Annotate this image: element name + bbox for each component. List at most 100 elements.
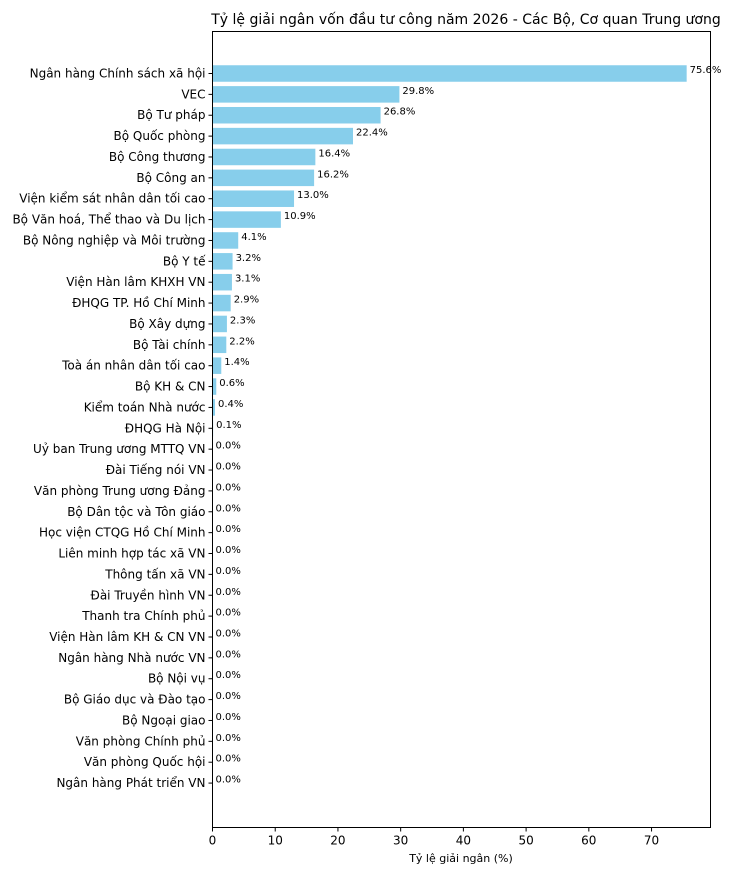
category-label: Ngân hàng Chính sách xã hội bbox=[30, 67, 206, 81]
value-label: 0.0% bbox=[216, 754, 241, 765]
bar bbox=[212, 148, 316, 166]
value-label: 29.8% bbox=[402, 86, 434, 97]
category-label: Bộ Tài chính bbox=[133, 338, 206, 352]
category-label: Liên minh hợp tác xã VN bbox=[58, 547, 205, 561]
value-label: 16.4% bbox=[318, 148, 350, 159]
category-label: Bộ Nông nghiệp và Môi trường bbox=[23, 233, 206, 247]
bar bbox=[212, 190, 295, 207]
value-label: 13.0% bbox=[297, 190, 329, 201]
bar bbox=[212, 127, 353, 145]
value-label: 0.0% bbox=[216, 587, 241, 598]
plot-frame bbox=[212, 31, 711, 828]
category-label: Văn phòng Quốc hội bbox=[84, 755, 206, 769]
x-axis-label: Tỷ lệ giải ngân (%) bbox=[408, 852, 513, 865]
category-label: Toà án nhân dân tối cao bbox=[61, 359, 205, 373]
category-labels-group: Ngân hàng Chính sách xã hội VEC Bộ Tư pháp… bbox=[12, 67, 206, 791]
value-labels-group: 75.6% 29.8% 26.8% 22.4% 16.4% 16.2% 13.0% 10.9%… bbox=[216, 65, 722, 786]
category-label: Viện Hàn lâm KH & CN VN bbox=[49, 630, 205, 644]
value-label: 0.1% bbox=[216, 420, 241, 431]
category-label: Ngân hàng Nhà nước VN bbox=[58, 651, 205, 665]
category-label: Bộ Văn hoá, Thể thao và Du lịch bbox=[12, 213, 205, 227]
category-label: ĐHQG Hà Nội bbox=[125, 421, 206, 435]
bar bbox=[212, 336, 227, 354]
value-label: 0.4% bbox=[218, 399, 243, 410]
value-label: 0.0% bbox=[216, 482, 241, 493]
category-label: Bộ Ngoại giao bbox=[122, 713, 205, 727]
x-tick-label: 60 bbox=[581, 834, 596, 848]
value-label: 2.2% bbox=[229, 336, 254, 347]
bar bbox=[212, 169, 315, 187]
bar bbox=[212, 315, 227, 333]
value-label: 3.1% bbox=[235, 274, 260, 285]
value-label: 4.1% bbox=[241, 232, 266, 243]
value-label: 26.8% bbox=[384, 107, 416, 118]
category-label: VEC bbox=[181, 87, 205, 101]
value-label: 0.0% bbox=[216, 545, 241, 556]
bar bbox=[212, 357, 222, 374]
category-label: ĐHQG TP. Hồ Chí Minh bbox=[72, 296, 205, 310]
bar bbox=[212, 65, 687, 82]
x-tick-label: 40 bbox=[456, 834, 471, 848]
bar bbox=[212, 106, 381, 124]
value-label: 3.2% bbox=[236, 253, 261, 264]
category-label: Viện Hàn lâm KHXH VN bbox=[66, 275, 205, 289]
value-label: 16.2% bbox=[317, 169, 349, 180]
x-axis-ticks-group: 0 10 20 30 40 50 60 70 bbox=[208, 73, 659, 848]
category-label: Bộ Nội vụ bbox=[148, 672, 206, 686]
bar bbox=[212, 399, 216, 416]
x-tick-label: 0 bbox=[209, 834, 217, 848]
category-label: Bộ Xây dựng bbox=[129, 317, 205, 331]
bar bbox=[212, 294, 231, 312]
category-label: Đài Truyền hình VN bbox=[91, 588, 206, 602]
category-label: Bộ Tư pháp bbox=[137, 108, 205, 122]
x-tick-label: 50 bbox=[518, 834, 533, 848]
category-label: Uỷ ban Trung ương MTTQ VN bbox=[33, 442, 205, 456]
value-label: 22.4% bbox=[356, 128, 388, 139]
category-label: Bộ Quốc phòng bbox=[114, 129, 206, 143]
value-label: 2.3% bbox=[230, 315, 255, 326]
category-label: Kiểm toán Nhà nước bbox=[84, 400, 206, 414]
x-tick-label: 10 bbox=[268, 834, 283, 848]
bar bbox=[212, 273, 232, 291]
category-label: Học viện CTQG Hồ Chí Minh bbox=[39, 526, 206, 540]
category-label: Bộ KH & CN bbox=[135, 380, 206, 394]
chart-title: Tỷ lệ giải ngân vốn đầu tư công năm 2026… bbox=[210, 11, 721, 28]
value-label: 75.6% bbox=[690, 65, 722, 76]
category-label: Bộ Giáo dục và Đào tạo bbox=[64, 693, 206, 707]
value-label: 0.0% bbox=[216, 503, 241, 514]
value-label: 0.0% bbox=[216, 691, 241, 702]
category-label: Bộ Công an bbox=[136, 171, 205, 185]
value-label: 0.0% bbox=[216, 524, 241, 535]
x-tick-label: 30 bbox=[393, 834, 408, 848]
value-label: 0.6% bbox=[219, 378, 244, 389]
value-label: 0.0% bbox=[216, 608, 241, 619]
bars-group bbox=[212, 65, 687, 437]
value-label: 0.0% bbox=[216, 441, 241, 452]
category-label: Bộ Dân tộc và Tôn giáo bbox=[67, 505, 205, 519]
category-label: Bộ Công thương bbox=[109, 150, 206, 164]
x-tick-label: 70 bbox=[644, 834, 659, 848]
value-label: 2.9% bbox=[234, 295, 259, 306]
category-label: Ngân hàng Phát triển VN bbox=[56, 776, 205, 790]
bar bbox=[212, 253, 233, 270]
value-label: 0.0% bbox=[216, 566, 241, 577]
category-label: Viện kiểm sát nhân dân tối cao bbox=[19, 192, 205, 206]
value-label: 0.0% bbox=[216, 775, 241, 786]
value-label: 0.0% bbox=[216, 670, 241, 681]
value-label: 0.0% bbox=[216, 649, 241, 660]
value-label: 0.0% bbox=[216, 712, 241, 723]
category-label: Văn phòng Chính phủ bbox=[76, 734, 206, 748]
bar bbox=[212, 86, 400, 103]
bar bbox=[212, 378, 217, 395]
value-label: 0.0% bbox=[216, 462, 241, 473]
value-label: 0.0% bbox=[216, 733, 241, 744]
category-label: Thông tấn xã VN bbox=[104, 567, 205, 581]
value-label: 10.9% bbox=[284, 211, 316, 222]
category-label: Văn phòng Trung ương Đảng bbox=[34, 484, 206, 498]
value-label: 0.0% bbox=[216, 628, 241, 639]
x-tick-label: 20 bbox=[330, 834, 345, 848]
category-label: Đài Tiếng nói VN bbox=[106, 463, 206, 477]
